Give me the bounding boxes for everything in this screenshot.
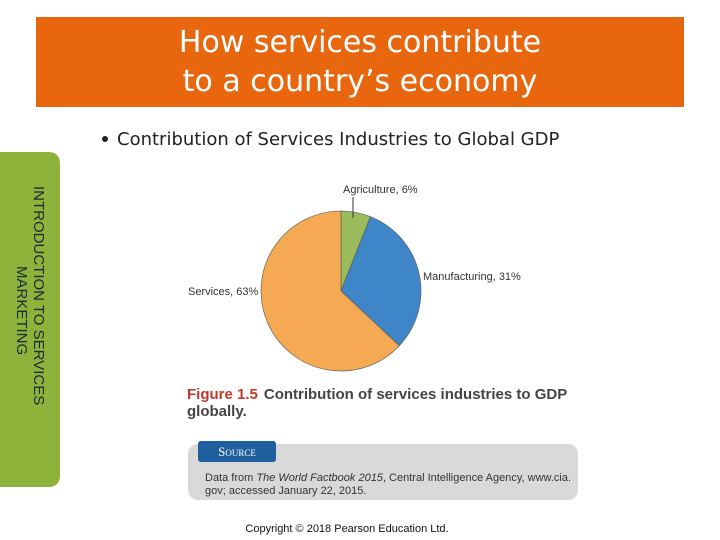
source-box xyxy=(188,444,578,500)
caption-text: Contribution of services industries to G… xyxy=(264,386,567,403)
caption-text: globally. xyxy=(187,403,247,420)
slice-label: Services, 63% xyxy=(188,286,259,298)
pie-slice xyxy=(340,216,422,347)
title-line: to a country’s economy xyxy=(183,64,538,99)
caption: Figure 1.5 Contribution of services indus… xyxy=(187,386,567,403)
source-text: gov; accessed January 22, 2015. xyxy=(205,485,366,497)
bullet-text: Contribution of Services Industries to G… xyxy=(117,129,559,150)
pie-chart xyxy=(260,210,422,372)
slice-label: Manufacturing, 31% xyxy=(423,271,521,283)
sidebar-line: MARKETING xyxy=(13,266,30,355)
source-part: The World Factbook 2015 xyxy=(256,472,383,484)
pie-slice xyxy=(260,210,400,372)
source-part: , Central Intelligence Agency, www.cia. xyxy=(383,472,571,484)
sidebar-text: INTRODUCTION TO SERVICES MARKETING xyxy=(13,186,47,405)
source-text: Data from The World Factbook 2015, Centr… xyxy=(205,472,571,484)
sidebar-tab xyxy=(0,152,60,487)
title-line: How services contribute xyxy=(179,25,541,60)
bullet-dot xyxy=(102,136,108,142)
source-tab xyxy=(198,441,276,462)
copyright: Copyright © 2018 Pearson Education Ltd. xyxy=(245,523,448,535)
source-tab-text: Source xyxy=(218,444,256,459)
figure-number: Figure 1.5 xyxy=(187,386,258,403)
sidebar-line: INTRODUCTION TO SERVICES xyxy=(30,186,47,405)
source-part: Data from xyxy=(205,472,256,484)
slice-label: Agriculture, 6% xyxy=(343,184,418,196)
title-band xyxy=(36,17,684,107)
